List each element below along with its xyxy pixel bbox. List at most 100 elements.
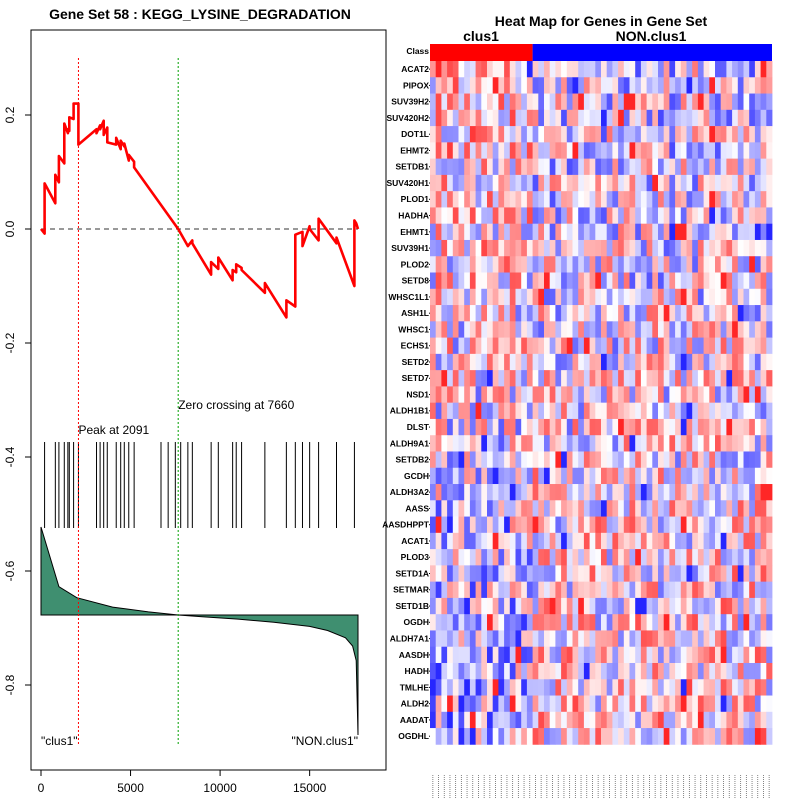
heatmap-cell [635, 614, 642, 631]
heatmap-cell [629, 370, 636, 387]
heatmap-cell [532, 158, 539, 176]
heatmap-cell [549, 646, 556, 664]
heatmap-cell [726, 386, 733, 404]
heatmap-cell [521, 581, 528, 599]
heatmap-cell [686, 272, 693, 290]
heatmap-cell [509, 516, 516, 534]
heatmap-cell [464, 272, 471, 290]
gene-label: PLOD2 [401, 259, 430, 269]
heatmap-cell [737, 288, 744, 306]
heatmap-cell [469, 484, 476, 501]
heatmap-cell [469, 305, 476, 322]
heatmap-cell [538, 597, 545, 615]
heatmap-cell [629, 256, 636, 273]
heatmap-cell [652, 93, 659, 111]
heatmap-cell [646, 532, 653, 550]
heatmap-cell [612, 614, 619, 631]
heatmap-cell [595, 61, 602, 78]
heatmap-cell [675, 695, 682, 713]
heatmap-cell [646, 711, 653, 729]
heatmap-cell [447, 565, 454, 583]
heatmap-cell [669, 467, 676, 485]
heatmap-cell [675, 646, 682, 664]
heatmap-cell [680, 370, 687, 387]
heatmap-cell [686, 191, 693, 208]
heatmap-cell [561, 337, 568, 355]
heatmap-cell [583, 288, 590, 306]
heatmap-cell [549, 77, 556, 94]
heatmap-cell [737, 597, 744, 615]
heatmap-cell [487, 256, 494, 273]
heatmap-cell [709, 77, 716, 94]
heatmap-cell [720, 191, 727, 208]
heatmap-cell [697, 451, 704, 469]
heatmap-cell [726, 500, 733, 517]
heatmap-cell [583, 597, 590, 615]
heatmap-cell [589, 695, 596, 713]
heatmap-cell [697, 370, 704, 387]
heatmap-cell [675, 614, 682, 631]
heatmap-cell [452, 662, 459, 680]
heatmap-cell [697, 418, 704, 436]
heatmap-cell [538, 142, 545, 160]
heatmap-cell [435, 158, 442, 176]
gene-label: DLST [407, 422, 430, 432]
heatmap-cell [760, 386, 767, 404]
heatmap-cell [583, 61, 590, 78]
heatmap-cell [692, 662, 699, 680]
heatmap-cell [629, 321, 636, 338]
heatmap-cell [549, 207, 556, 225]
heatmap-cell [675, 142, 682, 160]
heatmap-cell [601, 239, 608, 257]
heatmap-cell [692, 93, 699, 111]
heatmap-cell [663, 386, 670, 404]
heatmap-cell [720, 386, 727, 404]
heatmap-cell [601, 711, 608, 729]
heatmap-cell [732, 223, 739, 241]
heatmap-cell [760, 353, 767, 371]
heatmap-cell [430, 321, 437, 338]
heatmap-cell [464, 418, 471, 436]
heatmap-cell [646, 321, 653, 338]
heatmap-cell [635, 467, 642, 485]
heatmap-cell [652, 549, 659, 566]
heatmap-cell [726, 402, 733, 420]
heatmap-cell [435, 77, 442, 94]
heatmap-cell [504, 581, 511, 599]
heatmap-cell [629, 223, 636, 241]
heatmap-cell [498, 158, 505, 176]
heatmap-cell [635, 370, 642, 387]
heatmap-cell [578, 61, 585, 78]
heatmap-cell [515, 662, 522, 680]
heatmap-cell [766, 711, 773, 729]
heatmap-cell [675, 386, 682, 404]
heatmap-cell [447, 386, 454, 404]
heatmap-cell [635, 728, 642, 745]
heatmap-cell [464, 337, 471, 355]
heatmap-cell [509, 565, 516, 583]
heatmap-cell [464, 142, 471, 160]
heatmap-cell [515, 158, 522, 176]
heatmap-cell [680, 646, 687, 664]
heatmap-cell [572, 337, 579, 355]
heatmap-cell [583, 630, 590, 648]
heatmap-cell [487, 516, 494, 534]
heatmap-cell [601, 223, 608, 241]
heatmap-cell [658, 532, 665, 550]
heatmap-cell [469, 158, 476, 176]
heatmap-cell [640, 532, 647, 550]
heatmap-cell [521, 321, 528, 338]
heatmap-cell [646, 337, 653, 355]
heatmap-cell [566, 646, 573, 664]
heatmap-cell [669, 532, 676, 550]
heatmap-cell [658, 256, 665, 273]
gene-label: SETDB2 [395, 455, 429, 465]
heatmap-cell [515, 516, 522, 534]
heatmap-cell [635, 581, 642, 599]
heatmap-cell [623, 353, 630, 371]
heatmap-cell [441, 288, 448, 306]
heatmap-cell [629, 516, 636, 534]
heatmap-cell [526, 451, 533, 469]
heatmap-cell [504, 142, 511, 160]
heatmap-cell [469, 272, 476, 290]
